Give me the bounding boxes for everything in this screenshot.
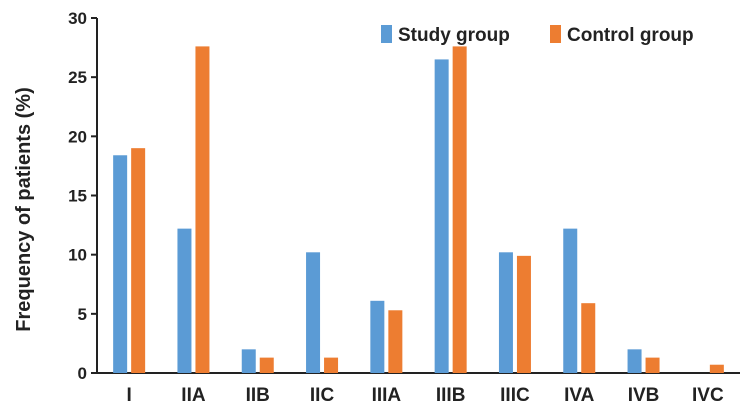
bar-control-iiic [516,255,531,373]
legend-swatch [381,25,392,43]
bar-study-iiia [370,300,385,373]
bar-control-iva [581,303,596,373]
x-tick-label: IVA [564,385,595,406]
x-tick-label: IIIC [500,385,530,406]
bars [113,46,724,374]
y-tick-label: 0 [78,364,87,383]
bar-control-iia [195,46,210,374]
bar-study-iib [241,349,256,373]
bar-control-iib [259,357,274,373]
x-tick-label: IIIB [436,385,466,406]
bar-study-i [113,155,128,373]
legend-swatch [550,25,561,43]
bar-control-iiia [388,310,403,373]
bar-study-iva [563,228,578,373]
bar-study-iia [177,228,192,373]
y-axis-label: Frequency of patients (%) [13,87,35,331]
legend-label: Study group [398,25,510,46]
y-tick-label: 15 [68,187,87,206]
x-tick-label: IIC [310,385,335,406]
bar-control-i [131,148,146,373]
y-tick-label: 30 [68,9,87,28]
x-tick-label: IVB [628,385,660,406]
y-ticks: 0 5 10 15 20 25 30 [68,9,97,383]
x-tick-label: IVC [692,385,724,406]
bar-control-ivc [709,364,724,373]
y-tick-label: 25 [68,68,87,87]
x-tick-label: IIIA [372,385,402,406]
axes [96,18,740,374]
y-tick-label: 10 [68,246,87,265]
bar-control-iiib [452,46,467,374]
bar-control-iic [324,357,339,373]
x-tick-label: IIB [246,385,270,406]
legend: Study group Control group [381,25,694,46]
bar-study-iiib [434,59,449,374]
bar-study-iiic [498,252,513,373]
x-tick-label: IIA [181,385,206,406]
y-tick-label: 20 [68,127,87,146]
x-tick-label: I [127,385,132,406]
y-tick-label: 5 [78,305,87,324]
bar-study-iic [306,252,321,373]
x-ticks: I IIA IIB IIC IIIA IIIB IIIC IVA IVB IVC [127,385,724,406]
legend-label: Control group [567,25,694,46]
bar-study-ivb [627,349,642,373]
bar-control-ivb [645,357,660,373]
